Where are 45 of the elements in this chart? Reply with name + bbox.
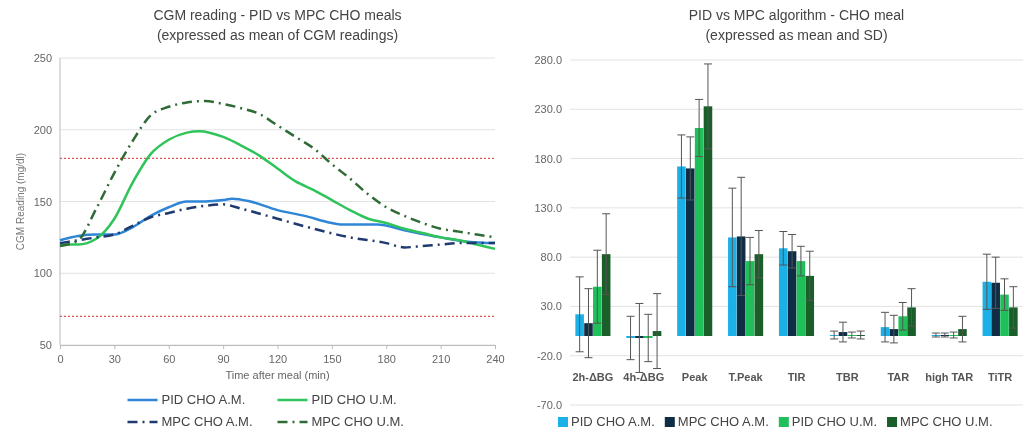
x-tick-label: TiTR	[987, 370, 1013, 383]
x-tick-label: 0	[57, 352, 64, 365]
y-tick-label: 230.0	[534, 103, 562, 116]
x-tick-label: Peak	[681, 370, 709, 383]
x-tick-label: TAR	[887, 370, 910, 383]
x-tick-label: 240	[486, 352, 505, 365]
y-axis-title: CGM Reading (mg/dl)	[15, 152, 26, 251]
legend-label: MPC CHO A.M.	[677, 414, 769, 429]
legend-label: MPC CHO U.M.	[900, 414, 993, 429]
x-tick-label: 120	[268, 352, 288, 365]
legend-label: PID CHO U.M.	[311, 392, 397, 407]
legend-label: MPC CHO A.M.	[161, 414, 253, 429]
y-tick-label: -70.0	[536, 399, 562, 412]
x-tick-label: 60	[163, 352, 176, 365]
legend-label: PID CHO A.M.	[161, 392, 246, 407]
y-tick-label: 280.0	[534, 54, 562, 67]
y-tick-label: 80.0	[540, 251, 562, 264]
x-tick-label: 180	[377, 352, 396, 365]
x-tick-label: TIR	[787, 370, 806, 383]
x-tick-label: 30	[108, 352, 121, 365]
x-tick-label: TBR	[836, 370, 859, 383]
x-tick-label: 90	[217, 352, 230, 365]
chart-subtitle: (expressed as mean of CGM readings)	[156, 27, 399, 43]
y-tick-label: 180.0	[534, 152, 562, 165]
x-tick-label: 210	[431, 352, 451, 365]
x-axis-title: Time after meal (min)	[225, 369, 330, 381]
chart-subtitle: (expressed as mean and SD)	[705, 27, 888, 43]
y-tick-label: 150	[33, 195, 52, 208]
legend-label: PID CHO A.M.	[571, 414, 655, 429]
chart-title: PID vs MPC algorithm - CHO meal	[688, 7, 905, 23]
y-tick-label: 250	[33, 52, 52, 65]
y-tick-label: 30.0	[540, 300, 562, 313]
legend-label: PID CHO U.M.	[791, 414, 878, 429]
y-tick-label: 50	[39, 339, 52, 352]
y-tick-label: 200	[33, 123, 52, 136]
x-tick-label: high TAR	[925, 370, 974, 383]
legend-label: MPC CHO U.M.	[311, 414, 404, 429]
chart-title: CGM reading - PID vs MPC CHO meals	[153, 7, 402, 23]
y-tick-label: 100	[33, 267, 52, 280]
x-tick-label: T.Peak	[728, 370, 764, 383]
x-tick-label: 4h-ΔBG	[623, 370, 665, 383]
y-tick-label: 130.0	[534, 201, 562, 214]
y-tick-label: -20.0	[536, 349, 562, 362]
x-tick-label: 2h-ΔBG	[572, 370, 614, 383]
x-tick-label: 150	[323, 352, 342, 365]
